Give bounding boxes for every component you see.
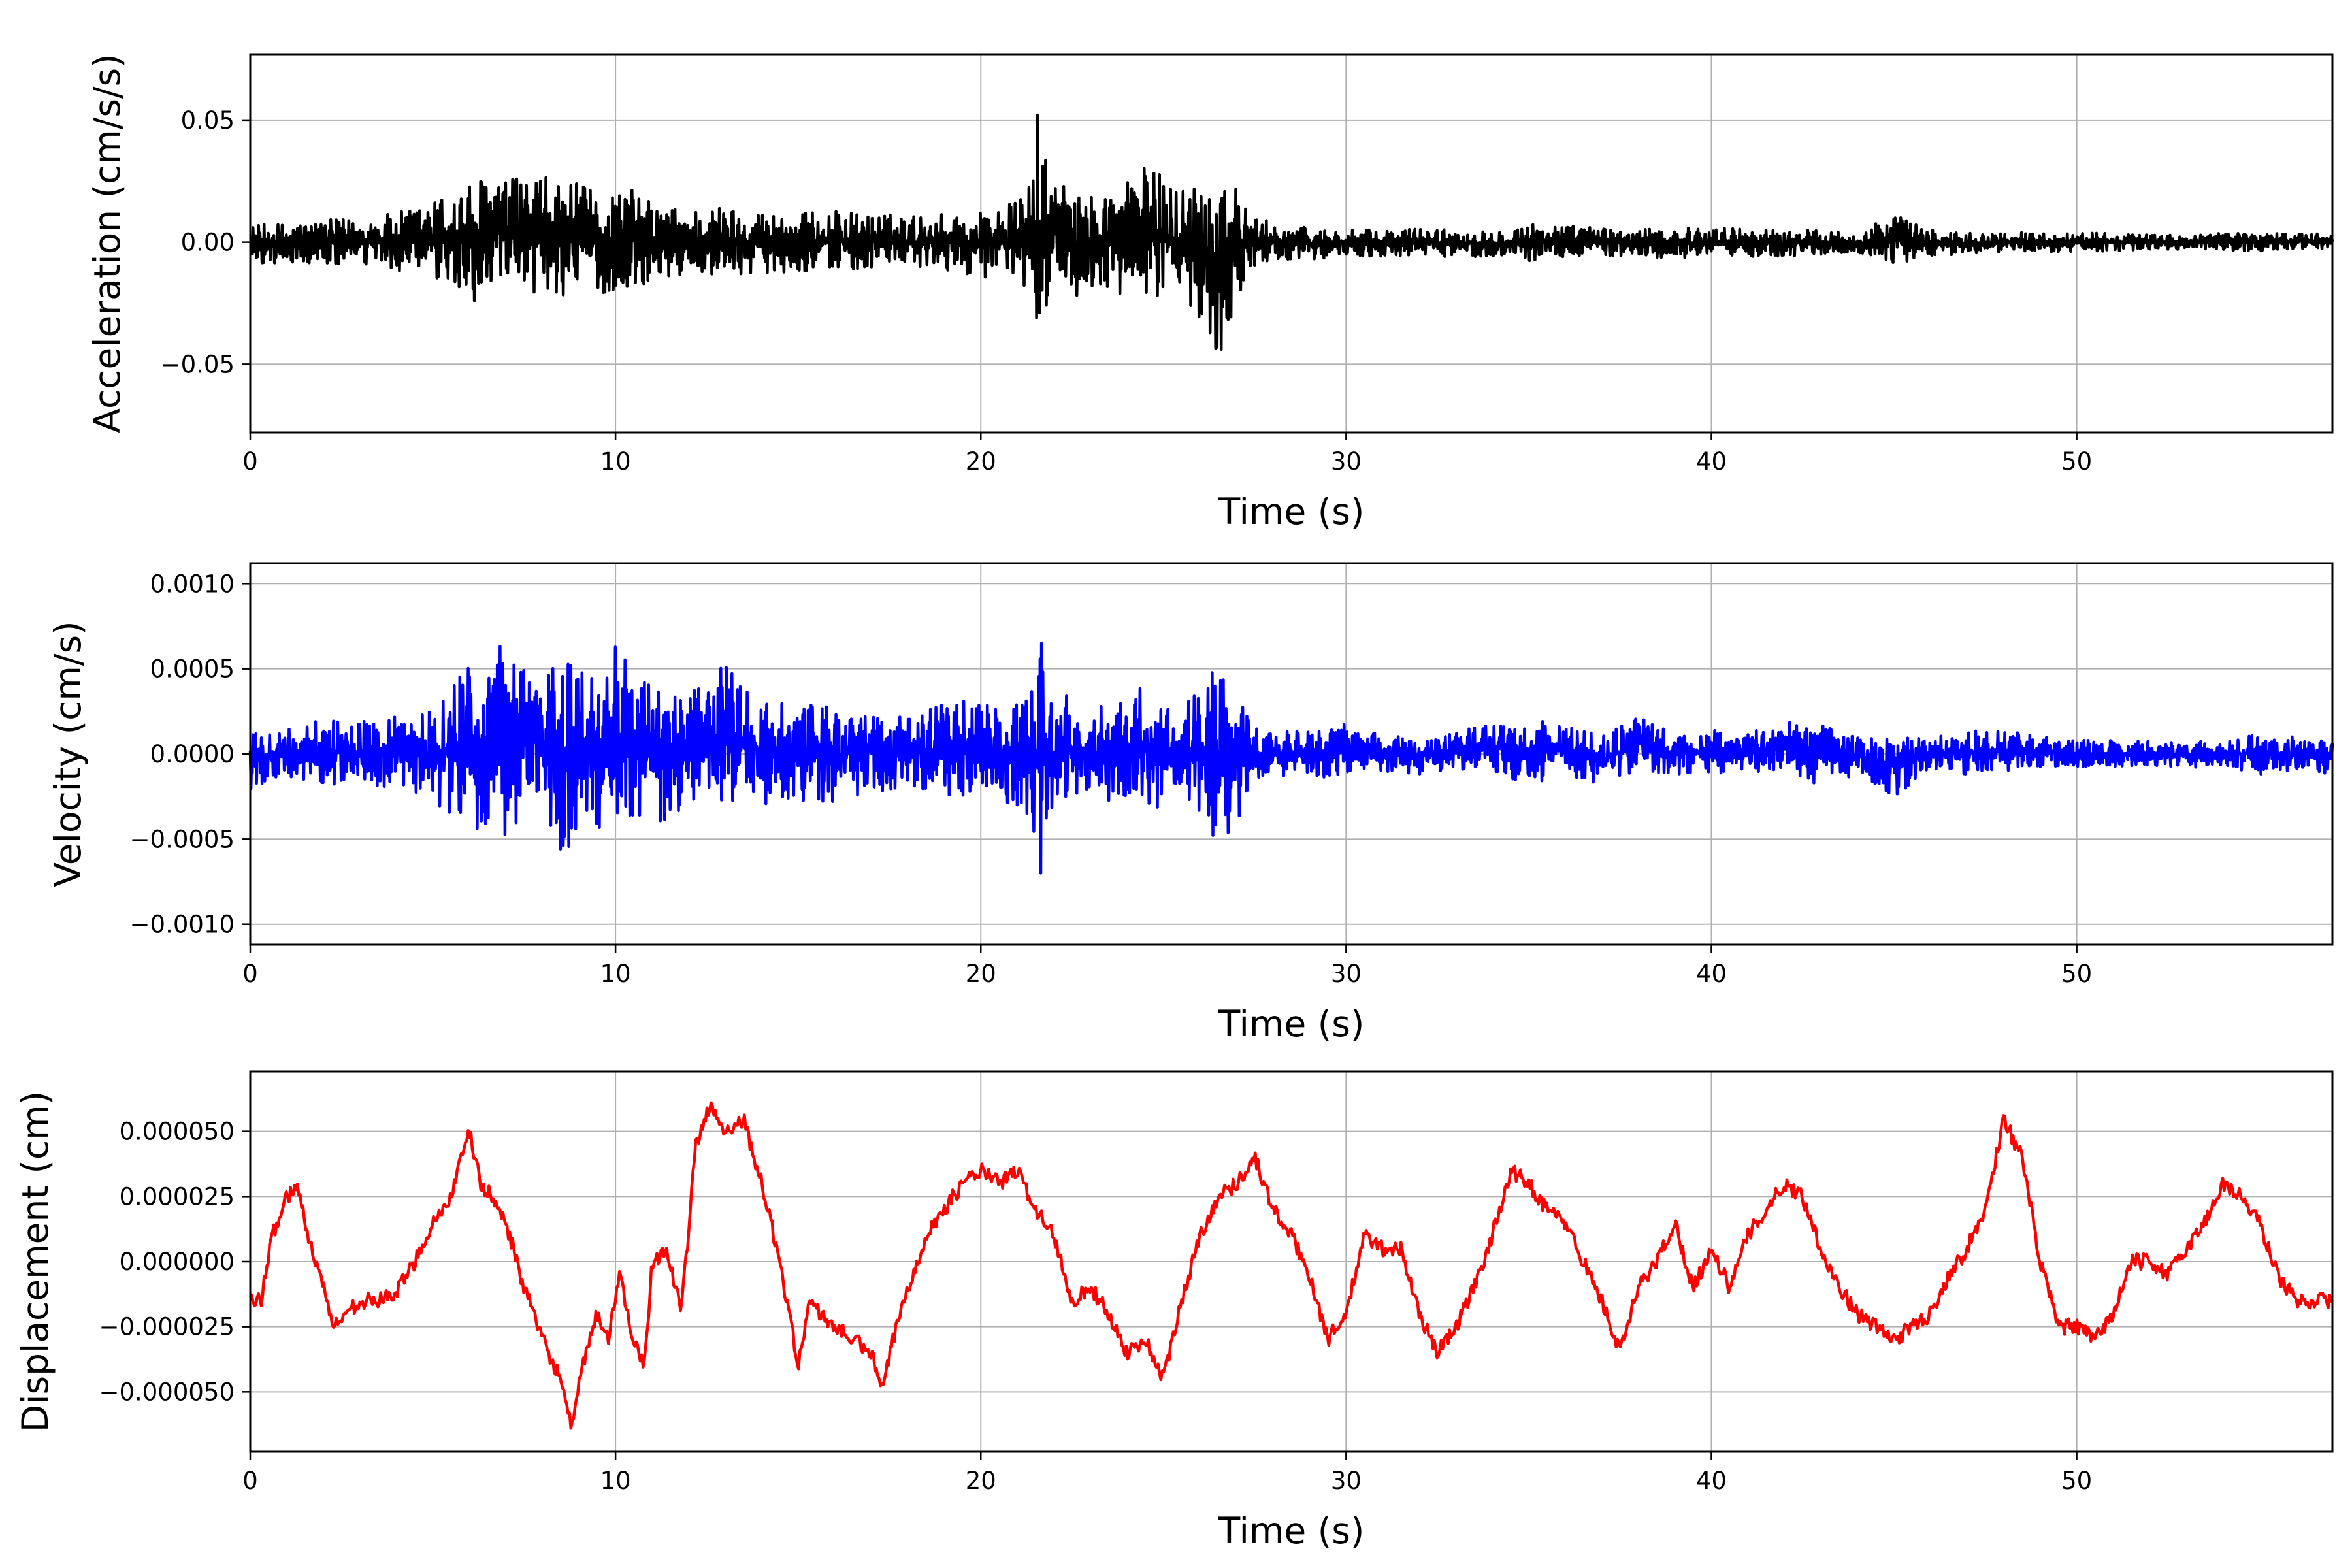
x-tick-label: 40 [1696,1467,1727,1495]
acceleration-y-axis-label: Acceleration (cm/s/s) [86,54,128,433]
x-tick-label: 10 [600,1467,631,1495]
y-tick-label: 0.000025 [119,1183,235,1211]
acceleration-panel: 0 10 20 30 40 50 0.05 0.00 −0.05 Time (s) Accele… [86,53,2334,532]
y-tick-label: 0.0005 [150,655,235,683]
y-tick-label: 0.000000 [119,1248,235,1276]
x-tick-label: 50 [2061,1467,2092,1495]
velocity-ticks: 0 10 20 30 40 50 0.0010 0.0005 0.0000 −0.0005 −0.0… [130,570,2093,988]
x-tick-label: 30 [1331,1467,1362,1495]
x-tick-label: 10 [600,448,631,476]
x-tick-label: 0 [242,960,258,988]
x-tick-label: 30 [1331,960,1362,988]
displacement-panel: 0 10 20 30 40 50 0.000050 0.000025 0.000000 −0.00… [14,1070,2334,1552]
acceleration-trace [249,113,2334,351]
y-tick-label: 0.0000 [150,740,235,768]
displacement-x-axis-label: Time (s) [1218,1510,1365,1552]
velocity-y-axis-label: Velocity (cm/s) [47,621,89,887]
y-tick-label: −0.000025 [99,1313,235,1341]
x-tick-label: 40 [1696,960,1727,988]
y-tick-label: −0.05 [161,350,235,378]
series-line [248,642,2334,875]
y-tick-label: 0.0010 [150,570,235,598]
x-tick-label: 0 [242,1467,258,1495]
x-tick-label: 20 [966,448,996,476]
x-tick-label: 50 [2061,448,2092,476]
acceleration-ticks: 0 10 20 30 40 50 0.05 0.00 −0.05 [161,106,2093,476]
velocity-x-axis-label: Time (s) [1218,1003,1365,1045]
displacement-trace [250,1101,2333,1430]
x-tick-label: 0 [242,448,258,476]
y-tick-label: 0.05 [181,106,235,135]
displacement-y-axis-label: Displacement (cm) [14,1091,56,1432]
acceleration-x-axis-label: Time (s) [1218,491,1365,532]
series-line [250,1101,2333,1430]
displacement-ticks: 0 10 20 30 40 50 0.000050 0.000025 0.000000 −0.00… [99,1118,2092,1495]
x-tick-label: 20 [966,960,996,988]
x-tick-label: 30 [1331,448,1362,476]
acceleration-axes-frame [249,53,2334,434]
y-tick-label: −0.0005 [130,825,235,853]
y-tick-label: 0.000050 [119,1118,235,1146]
displacement-grid [250,1071,2332,1452]
velocity-panel: 0 10 20 30 40 50 0.0010 0.0005 0.0000 −0.0005 −0.0… [47,562,2334,1045]
x-tick-label: 50 [2061,960,2092,988]
x-tick-label: 20 [966,1467,996,1495]
y-tick-label: −0.000050 [99,1378,235,1406]
x-tick-label: 10 [600,960,631,988]
y-tick-label: −0.0010 [130,911,235,939]
x-tick-label: 40 [1696,448,1727,476]
velocity-trace [248,642,2334,875]
series-line [249,113,2334,351]
y-tick-label: 0.00 [181,229,235,257]
